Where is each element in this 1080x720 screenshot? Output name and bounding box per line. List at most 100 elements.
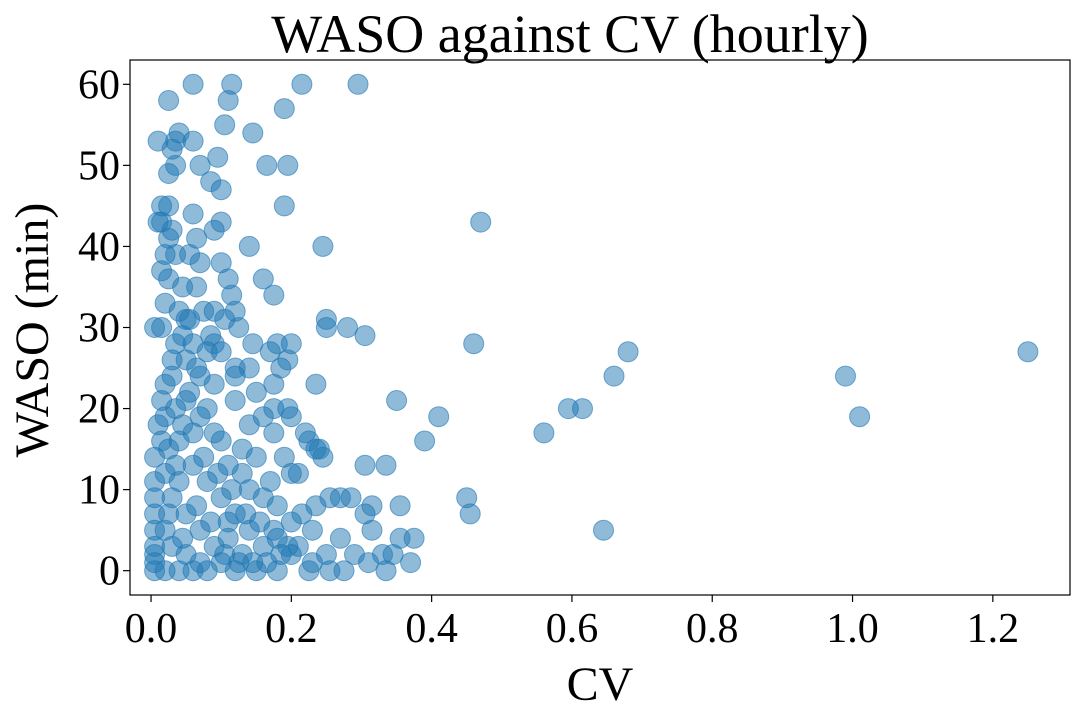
x-tick-label: 0.8	[686, 606, 739, 652]
data-point	[238, 357, 260, 379]
data-point	[315, 317, 337, 338]
data-point	[182, 130, 204, 152]
y-tick-label: 10	[78, 468, 120, 514]
data-point	[179, 308, 201, 330]
data-point	[158, 90, 180, 111]
data-point	[238, 479, 260, 501]
data-point	[158, 503, 180, 525]
data-point	[291, 73, 313, 95]
data-point	[203, 219, 225, 241]
data-point	[277, 154, 299, 176]
y-tick-label: 20	[78, 387, 120, 433]
y-tick-label: 30	[78, 306, 120, 352]
x-tick-label: 0.4	[405, 606, 458, 652]
data-point	[207, 462, 229, 484]
plot-frame	[129, 59, 1071, 596]
data-point	[470, 211, 492, 233]
data-point	[301, 552, 323, 574]
y-axis-ticks: 0 10 20 30 40 50 60	[78, 62, 130, 595]
data-point	[186, 276, 208, 298]
data-point	[389, 495, 411, 517]
data-point	[849, 406, 871, 428]
data-point	[617, 341, 639, 363]
chart-title: WASO against CV (hourly)	[271, 4, 868, 64]
data-point	[337, 317, 358, 338]
data-point	[305, 373, 327, 395]
y-tick-label: 0	[99, 549, 120, 595]
y-axis-label: WASO (min)	[6, 203, 59, 458]
data-point	[217, 90, 239, 111]
data-point	[280, 406, 302, 428]
data-point	[259, 341, 281, 363]
data-point	[210, 341, 232, 363]
data-point	[835, 365, 856, 387]
data-point	[287, 462, 309, 484]
data-point	[238, 235, 260, 257]
data-point	[273, 195, 295, 217]
data-point	[231, 438, 253, 460]
data-point	[263, 284, 285, 306]
x-tick-label: 0.2	[265, 606, 318, 652]
x-tick-label: 0.0	[125, 606, 178, 652]
data-point	[182, 203, 204, 225]
data-point	[252, 268, 274, 290]
data-point	[172, 414, 194, 436]
data-point	[252, 406, 274, 428]
data-point	[603, 365, 625, 387]
data-point	[263, 519, 285, 541]
plot-area	[129, 59, 1071, 596]
data-point	[186, 495, 208, 517]
data-point	[189, 154, 211, 176]
data-point	[1017, 341, 1039, 363]
y-tick-label: 40	[78, 224, 120, 270]
data-point	[263, 422, 285, 444]
data-point	[182, 73, 204, 95]
data-point	[266, 495, 288, 517]
data-point	[459, 503, 481, 525]
data-point	[224, 390, 246, 411]
data-point	[158, 163, 180, 184]
data-point	[312, 235, 334, 257]
data-point	[179, 381, 201, 403]
data-point	[463, 333, 485, 355]
x-tick-label: 1.0	[826, 606, 879, 652]
data-point	[200, 325, 222, 347]
data-point	[361, 519, 383, 541]
data-point	[386, 390, 408, 411]
data-point	[242, 333, 264, 355]
data-point	[158, 438, 180, 460]
data-point	[403, 527, 425, 549]
data-point	[207, 146, 229, 168]
data-point	[151, 317, 173, 338]
data-point	[221, 479, 243, 501]
data-point	[172, 527, 194, 549]
data-point	[273, 98, 295, 120]
data-point	[245, 381, 267, 403]
data-point	[154, 560, 176, 582]
data-point	[151, 390, 173, 411]
data-point	[312, 446, 334, 468]
data-point	[214, 114, 236, 136]
data-point	[165, 333, 187, 355]
data-point	[593, 519, 614, 541]
data-point	[375, 454, 397, 476]
y-tick-label: 60	[78, 62, 120, 108]
y-tick-label: 50	[78, 143, 120, 189]
x-axis-ticks: 0.0 0.2 0.4 0.6 0.8 1.0 1.2	[125, 595, 1019, 652]
data-point	[400, 552, 422, 574]
data-point	[358, 552, 379, 574]
data-point	[263, 373, 285, 395]
data-point	[189, 552, 211, 574]
data-point	[333, 560, 355, 582]
data-points	[144, 73, 1039, 582]
data-point	[270, 544, 292, 565]
data-point	[196, 398, 218, 420]
data-point	[203, 422, 225, 444]
data-point	[214, 308, 236, 330]
x-tick-label: 0.6	[546, 606, 599, 652]
data-point	[375, 560, 397, 582]
data-point	[242, 122, 264, 144]
data-point	[161, 365, 183, 387]
data-point	[189, 252, 211, 274]
